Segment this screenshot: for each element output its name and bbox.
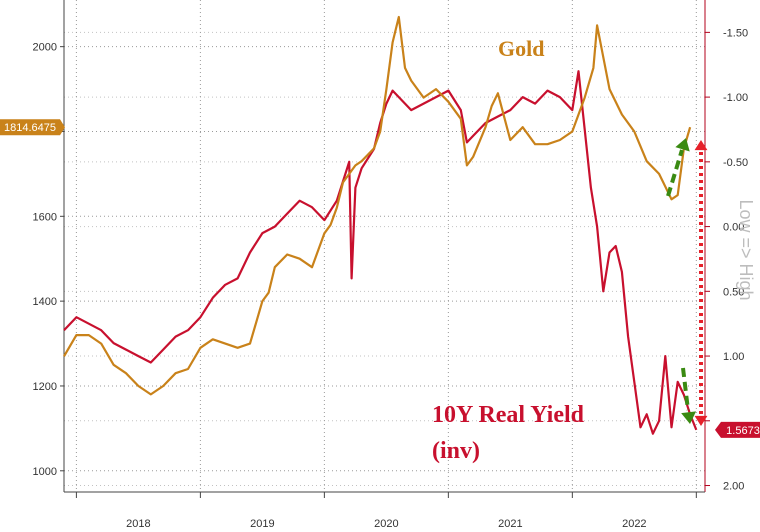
gold-last-value-tag-tip [60,119,65,136]
x-tick-label: 2018 [126,518,150,530]
left-tick-label: 1000 [33,466,57,478]
left-tick-label: 1400 [33,296,57,308]
right-tick-label: -1.00 [723,92,748,104]
real-yield-series-label: 10Y Real Yield [432,402,585,428]
x-tick-label: 2019 [250,518,274,530]
real-yield-last-value-tag [721,421,760,438]
real-yield-last-value-text: 1.5673 [726,425,760,437]
right-tick-label: 0.00 [723,222,744,234]
x-tick-label: 2021 [498,518,522,530]
green-arrow-down-head [681,411,697,424]
left-tick-label: 1600 [33,211,57,223]
gold-last-value-tag [0,119,60,136]
x-tick-label: 2022 [622,518,646,530]
right-tick-label: -0.50 [723,157,748,169]
real-yield-series-line [63,70,698,435]
gold-last-value-text: 1814.6475 [4,122,56,134]
x-tick-label: 2020 [374,518,398,530]
green-arrow-up-shaft [666,149,684,197]
gold-series-label: Gold [498,36,544,61]
right-axis-title: Low => High [736,199,756,300]
right-tick-label: 2.00 [723,481,744,493]
right-tick-label: 1.00 [723,351,744,363]
left-tick-label: 2000 [33,42,57,54]
gold-series-line [63,15,692,396]
left-tick-label: 1200 [33,381,57,393]
red-gap-arrow-head-top [694,140,708,151]
red-gap-arrow-head-bottom [694,415,708,426]
green-arrow-up-head [675,138,690,152]
green-arrow-down-shaft [681,367,690,411]
real-yield-last-value-tag-tip [715,421,721,438]
real-yield-series-label-2: (inv) [432,438,480,464]
right-tick-label: 0.50 [723,286,744,298]
right-tick-label: -1.50 [723,27,748,39]
